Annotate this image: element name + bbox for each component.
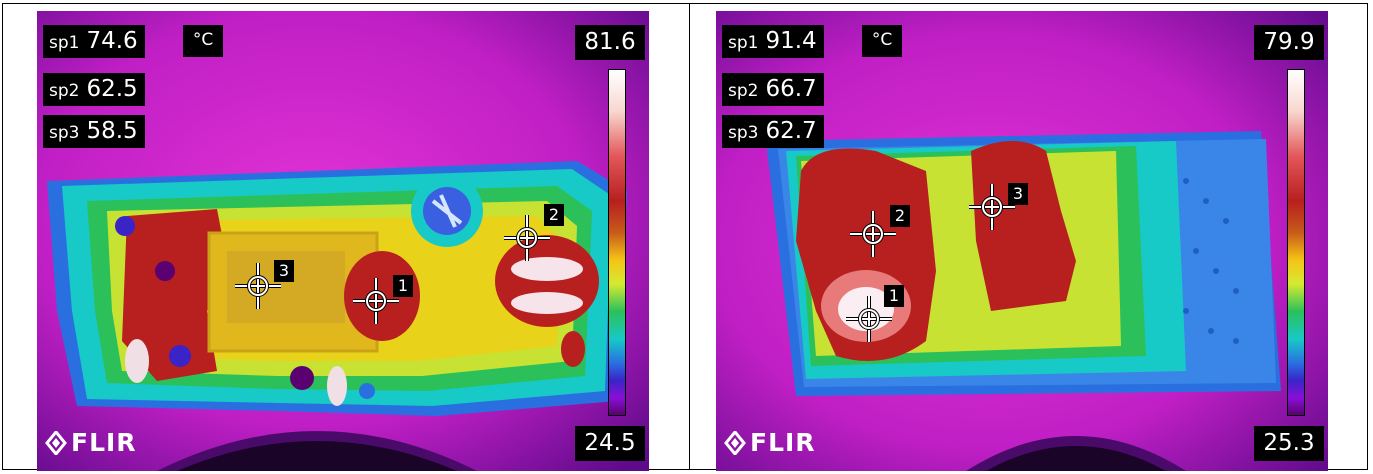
- flir-emblem-icon: [724, 430, 746, 455]
- scale-min-value: 24.5: [575, 426, 645, 461]
- marker-number: 1: [884, 285, 904, 307]
- crosshair-icon: [846, 296, 892, 342]
- spot-readout-2: sp2 62.5: [43, 73, 145, 106]
- thermal-scene-left: [37, 11, 649, 471]
- spot-value: 91.4: [765, 28, 817, 54]
- spot-label: sp1: [728, 33, 759, 53]
- thermal-image-left: sp1 74.6 sp2 62.5 sp3 58.5 °C 81.6 24.5 …: [37, 11, 649, 471]
- spot-readout-2: sp2 66.7: [722, 73, 824, 106]
- table-frame: [2, 3, 1368, 470]
- spot-label: sp1: [49, 33, 80, 53]
- spot-value: 58.5: [86, 118, 138, 144]
- spot-readout-1: sp1 74.6: [43, 25, 145, 58]
- marker-number: 1: [393, 275, 413, 297]
- scale-max-value: 81.6: [575, 25, 645, 60]
- spot-label: sp3: [49, 123, 80, 143]
- spot-readout-3: sp3 62.7: [722, 115, 824, 148]
- color-scale-bar: [608, 69, 626, 416]
- table-divider: [689, 3, 690, 470]
- marker-number: 3: [1008, 183, 1028, 205]
- spot-value: 74.6: [86, 28, 138, 54]
- thermal-scene-right: [716, 11, 1328, 471]
- spot-readout-1: sp1 91.4: [722, 25, 824, 58]
- spot-label: sp2: [49, 81, 80, 101]
- crosshair-icon: [235, 263, 281, 309]
- flir-logo: FLIR: [45, 428, 137, 457]
- spot-label: sp2: [728, 81, 759, 101]
- temperature-unit: °C: [183, 25, 223, 57]
- marker-number: 3: [274, 260, 294, 282]
- flir-logo: FLIR: [724, 428, 816, 457]
- logo-text: FLIR: [71, 428, 137, 457]
- color-scale-bar: [1287, 69, 1305, 416]
- temperature-unit: °C: [862, 25, 902, 57]
- logo-text: FLIR: [750, 428, 816, 457]
- crosshair-icon: [353, 278, 399, 324]
- marker-number: 2: [890, 205, 910, 227]
- spot-value: 66.7: [765, 76, 817, 102]
- marker-number: 2: [544, 204, 564, 226]
- scale-max-value: 79.9: [1254, 25, 1324, 60]
- crosshair-icon: [504, 215, 550, 261]
- flir-emblem-icon: [45, 430, 67, 455]
- spot-readout-3: sp3 58.5: [43, 115, 145, 148]
- spot-value: 62.5: [86, 76, 138, 102]
- scale-min-value: 25.3: [1254, 426, 1324, 461]
- thermal-image-right: sp1 91.4 sp2 66.7 sp3 62.7 °C 79.9 25.3 …: [716, 11, 1328, 471]
- crosshair-icon: [850, 211, 896, 257]
- spot-value: 62.7: [765, 118, 817, 144]
- crosshair-icon: [969, 184, 1015, 230]
- spot-label: sp3: [728, 123, 759, 143]
